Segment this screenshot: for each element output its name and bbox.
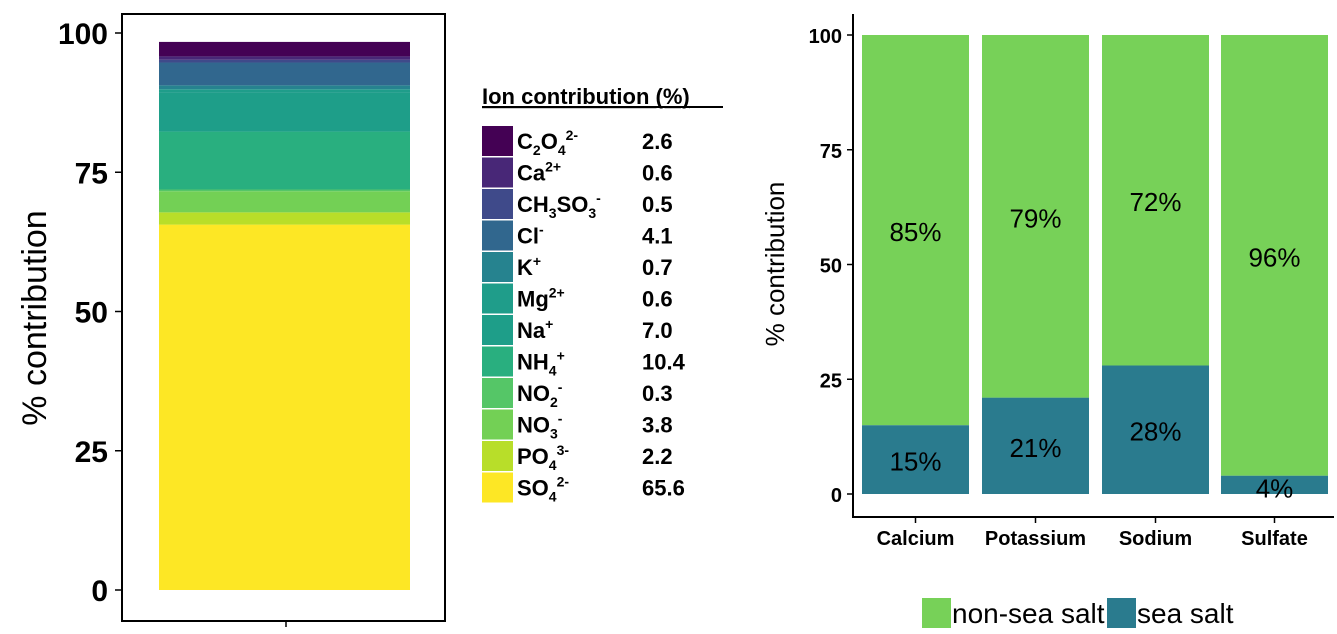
left-y-tick-label: 25 [75, 436, 108, 469]
legend-ion-label: PO43- [517, 442, 569, 473]
legend-ion-label: Ca2+ [517, 159, 561, 186]
ion-segment [159, 85, 410, 90]
legend-swatch [482, 409, 513, 440]
ion-segment [159, 212, 410, 225]
left-y-tick-label: 75 [75, 157, 108, 190]
legend-swatch [482, 346, 513, 377]
left-y-tick-label: 0 [91, 575, 108, 608]
non-sea-salt-bar [1102, 35, 1209, 366]
legend-ion-value: 4.1 [642, 224, 673, 249]
legend-swatch [482, 126, 513, 156]
left-y-axis: 0 25 50 75 100 [58, 18, 122, 608]
legend-ion-label: CH3SO3- [517, 190, 601, 221]
ion-segment [159, 224, 410, 590]
legend-ion-value: 7.0 [642, 318, 673, 343]
non-sea-salt-label: 96% [1248, 242, 1300, 272]
non-sea-salt-bar [1221, 35, 1328, 476]
sea-salt-bar [1221, 475, 1328, 494]
right-x-tick-label: Sodium [1119, 528, 1192, 550]
legend-title: Ion contribution (%) [482, 84, 690, 109]
legend-swatch [482, 157, 513, 188]
sea-salt-bar [862, 425, 969, 494]
legend-ion-label: NO2- [517, 379, 563, 410]
legend-ion-value: 2.6 [642, 129, 673, 154]
left-y-tick-label: 100 [58, 18, 108, 51]
right-x-tick-label: Sulfate [1241, 528, 1308, 550]
right-y-tick-label: 25 [820, 370, 842, 392]
legend-swatch [482, 189, 513, 219]
sea-salt-bar [982, 397, 1089, 494]
right-y-tick-label: 75 [820, 141, 842, 163]
right-y-axis-title: % contribution [760, 182, 790, 347]
legend-ion-value: 0.3 [642, 381, 673, 406]
legend-ion-value: 0.6 [642, 287, 673, 312]
sea-salt-label: 15% [889, 447, 941, 477]
non-sea-salt-bar [862, 35, 969, 426]
legend-swatch [482, 220, 513, 251]
ion-legend: Ion contribution (%) C2O42- 2.6 Ca2+ 0.6 CH3… [482, 84, 723, 505]
sea-salt-bar [1102, 365, 1209, 494]
ion-segment [159, 191, 410, 213]
legend-ion-label: SO42- [517, 474, 569, 505]
sea-salt-label: 28% [1129, 417, 1181, 447]
legend-ion-label: NH4+ [517, 348, 565, 379]
right-x-tick-label: Potassium [985, 528, 1086, 550]
right-stacked-bar-chart: 85% 15% 79% 21% 72% 28% 96% 4% 0 25 50 75 100 Calci… [760, 14, 1334, 629]
ion-segment [159, 189, 410, 192]
non-sea-salt-label: 72% [1129, 187, 1181, 217]
ion-segment [159, 131, 410, 190]
sea-salt-label: 4% [1256, 474, 1294, 504]
right-x-axis: Calcium Potassium Sodium Sulfate [877, 517, 1308, 550]
legend-swatch [482, 441, 513, 471]
ion-segment [159, 62, 410, 86]
legend-ion-label: Mg2+ [517, 285, 565, 312]
salt-legend: non-sea salt sea salt [922, 598, 1234, 629]
left-plot-frame [121, 13, 446, 622]
legend-items: C2O42- 2.6 Ca2+ 0.6 CH3SO3- 0.5 Cl- 4.1 K+ 0.7 Mg2… [482, 126, 686, 505]
legend-ion-value: 0.5 [642, 192, 673, 217]
non-sea-salt-label: 79% [1009, 203, 1061, 233]
legend-ion-value: 3.8 [642, 413, 673, 438]
ion-segment [159, 89, 410, 93]
left-stacked-bar-chart: 0 25 50 75 100 % contribution Ion contributi… [16, 13, 723, 627]
legend-ion-value: 0.6 [642, 161, 673, 186]
right-bar-segments: 85% 15% 79% 21% 72% 28% 96% 4% [862, 35, 1328, 504]
ion-segment [159, 41, 410, 57]
legend-ion-label: Na+ [517, 316, 553, 343]
right-y-tick-label: 50 [820, 256, 842, 278]
left-y-tick-label: 50 [75, 297, 108, 330]
non-sea-salt-bar [982, 35, 1089, 398]
right-x-tick-label: Calcium [877, 528, 955, 550]
salt-legend-swatch [922, 598, 951, 628]
legend-swatch [482, 252, 513, 282]
salt-legend-swatch [1107, 598, 1136, 628]
ion-segment [159, 56, 410, 60]
legend-swatch [482, 283, 513, 314]
legend-ion-label: K+ [517, 253, 541, 280]
right-y-axis: 0 25 50 75 100 [809, 26, 853, 507]
legend-ion-label: NO3- [517, 411, 563, 442]
left-bar-segments [159, 41, 410, 590]
ion-segment [159, 59, 410, 63]
legend-swatch [482, 378, 513, 408]
non-sea-salt-label: 85% [889, 217, 941, 247]
legend-ion-value: 0.7 [642, 255, 673, 280]
legend-swatch [482, 472, 513, 503]
sea-salt-label: 21% [1009, 433, 1061, 463]
salt-legend-label: non-sea salt [952, 598, 1105, 629]
legend-ion-value: 65.6 [642, 476, 685, 501]
ion-segment [159, 92, 410, 132]
right-y-tick-label: 0 [831, 485, 842, 507]
left-y-axis-title: % contribution [16, 210, 54, 425]
legend-ion-value: 10.4 [642, 350, 686, 375]
legend-ion-label: Cl- [517, 222, 544, 249]
legend-ion-value: 2.2 [642, 444, 673, 469]
legend-swatch [482, 315, 513, 345]
salt-legend-label: sea salt [1137, 598, 1234, 629]
right-y-tick-label: 100 [809, 26, 842, 48]
legend-ion-label: C2O42- [517, 127, 578, 158]
